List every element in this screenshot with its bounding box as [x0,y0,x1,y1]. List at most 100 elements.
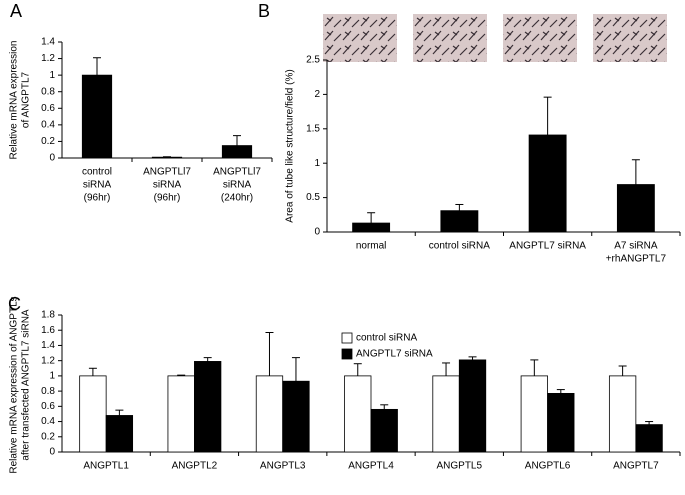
bar [79,375,107,453]
bar [432,375,460,453]
y-tick-label: 0 [49,447,55,458]
error-bar [543,96,552,135]
x-tick-label: (96hr) [154,193,181,204]
y-tick-label: 2.5 [306,55,320,66]
x-tick-label: ANGPTL2 [172,461,218,472]
error-bar [556,389,565,394]
panel-label: B [258,1,270,21]
y-tick-label: 0.5 [306,192,320,203]
bar [81,74,113,159]
y-tick-label: 2 [314,89,320,100]
bar [151,156,183,159]
y-tick-label: 0.2 [41,136,55,147]
y-tick-label: 0 [49,153,55,164]
error-bar [265,332,274,376]
x-tick-label: A7 siRNA [614,241,658,252]
x-tick-label: control [82,167,112,178]
bar [167,375,195,453]
x-tick-label: (240hr) [221,193,253,204]
y-tick-label: 1 [49,70,55,81]
y-axis-label: Relative mRNA expression of ANGPTLs [9,296,20,473]
bar [440,210,479,233]
y-tick-label: 1.2 [41,355,55,366]
x-tick-label: siRNA [223,180,252,191]
x-tick-label: siRNA [83,180,112,191]
error-bar [645,421,654,425]
bar [194,361,222,453]
y-tick-label: 0.6 [41,103,55,114]
bar [370,408,398,453]
x-tick-label: ANGPTL7 [613,461,659,472]
x-tick-label: ANGPTL6 [525,461,571,472]
y-tick-label: 1.6 [41,325,55,336]
bar [105,415,134,453]
bar [635,424,663,453]
error-bar [442,362,451,376]
error-bar [631,159,640,185]
error-bar [291,357,300,382]
bar [255,375,284,453]
error-bar [468,356,477,360]
error-bar [367,212,376,224]
panel-label: C [8,294,21,314]
y-axis-label: Area of tube like structure/field (%) [285,69,296,222]
error-bar [233,135,241,146]
bar [458,359,487,453]
bar [282,380,310,453]
legend-label: ANGPTL7 siRNA [356,349,433,360]
y-axis-label: of ANGPTL7 [21,71,32,128]
y-tick-label: 1 [314,158,320,169]
x-tick-label: ANGPTL7 siRNA [509,241,586,252]
legend-swatch [341,332,353,344]
y-tick-label: 0 [314,227,320,238]
error-bar [93,57,101,76]
x-tick-label: ANGPTL5 [436,461,482,472]
y-tick-label: 1.4 [41,340,55,351]
error-bar [203,357,212,362]
bar [608,375,637,453]
x-tick-label: normal [356,241,387,252]
x-tick-label: +rhANGPTL7 [606,254,667,265]
micrograph [413,14,487,62]
legend-swatch [341,348,353,360]
y-tick-label: 0.8 [41,386,55,397]
bar [221,145,253,159]
y-tick-label: 0.8 [41,86,55,97]
y-axis-label: after transfected ANGPTL7 siRNA [21,309,32,461]
bar [520,375,548,453]
bar [528,134,567,233]
error-bar [380,404,389,410]
error-bar [618,365,627,376]
error-bar [88,367,97,376]
y-tick-label: 0.2 [41,431,55,442]
x-tick-label: ANGPTL3 [260,461,306,472]
x-tick-label: ANGPTLl7 [213,167,261,178]
panel-label: A [10,1,22,21]
bar [352,222,391,233]
y-tick-label: 1.4 [41,37,55,48]
bar [616,184,655,233]
error-bar [455,203,464,211]
error-bar [177,374,186,376]
x-tick-label: (96hr) [84,193,111,204]
y-axis-label: Relative mRNA expression [9,41,20,160]
bar [344,375,372,453]
bar [547,392,575,453]
micrograph [503,14,577,62]
y-tick-label: 0.4 [41,416,55,427]
x-tick-label: ANGPTL4 [348,461,394,472]
micrograph [323,14,397,62]
x-tick-label: siRNA [153,180,182,191]
x-tick-label: ANGPTLl7 [143,167,191,178]
y-tick-label: 1.2 [41,53,55,64]
x-tick-label: control siRNA [429,241,490,252]
legend-label: control siRNA [356,333,417,344]
error-bar [353,363,362,376]
y-tick-label: 0.6 [41,401,55,412]
y-tick-label: 0.4 [41,119,55,130]
y-tick-label: 1.8 [41,310,55,321]
micrographs [323,14,667,62]
y-tick-label: 1.5 [306,123,320,134]
y-tick-label: 1 [49,371,55,382]
